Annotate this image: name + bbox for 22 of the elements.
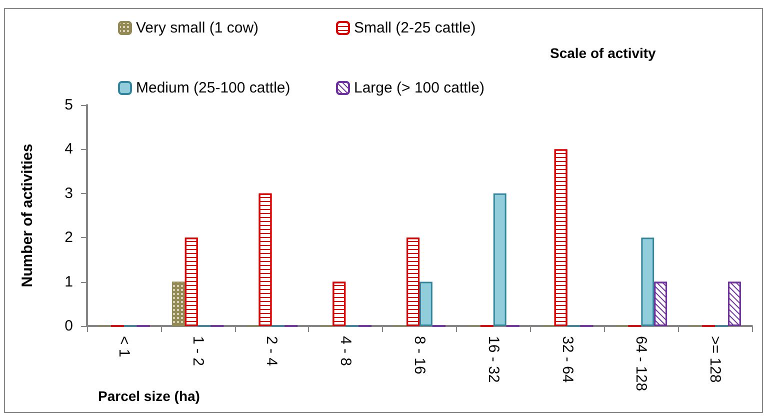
x-tick-label: >= 128	[706, 336, 724, 383]
legend-label: Medium (25-100 cattle)	[136, 80, 290, 96]
x-tick-label: 64 - 128	[632, 336, 650, 392]
x-axis-title: Parcel size (ha)	[98, 388, 200, 404]
x-tick-label: 1 - 2	[189, 336, 206, 366]
x-tick-label: 32 - 64	[558, 336, 576, 383]
legend-label: Small (2-25 cattle)	[354, 20, 476, 36]
y-tick-label: 0	[64, 318, 73, 334]
x-tick-label: 16 - 32	[484, 336, 502, 383]
x-tick-label: 8 - 16	[411, 336, 428, 374]
y-tick-label: 4	[64, 140, 73, 158]
legend-label: Very small (1 cow)	[136, 20, 259, 36]
x-tick-label: 4 - 8	[337, 336, 354, 366]
x-tick-label: 2 - 4	[263, 336, 280, 366]
y-tick-label: 1	[64, 273, 73, 290]
y-tick-label: 3	[64, 184, 73, 202]
x-tick-label: < 1	[115, 336, 132, 358]
legend-label: Large (> 100 cattle)	[354, 80, 484, 96]
y-tick-label: 2	[64, 229, 73, 246]
y-tick-label: 5	[64, 96, 73, 114]
y-axis-title: Number of activities	[19, 144, 36, 288]
legend-title: Scale of activity	[550, 45, 656, 61]
